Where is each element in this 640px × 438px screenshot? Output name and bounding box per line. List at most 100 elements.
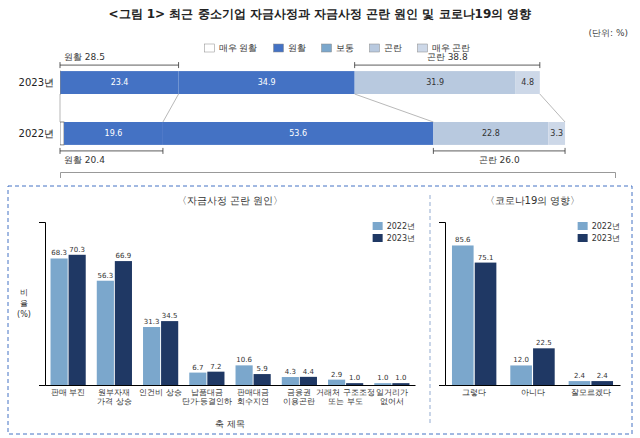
tick: 원부자재가격 상승	[97, 388, 131, 406]
data-label: 66.9	[116, 252, 132, 260]
bar	[328, 380, 345, 385]
legend-label: 2022년	[592, 222, 620, 231]
tick: 잘모르겠다	[571, 388, 611, 397]
x-axis	[61, 173, 616, 179]
legend-item: 매우 원활	[205, 43, 258, 53]
tick-label: 2022년	[19, 128, 54, 139]
tick-label: 납품대금단가·등결인하	[182, 388, 232, 406]
bar-segment	[516, 71, 540, 94]
tick-label: 인건비 상승	[139, 388, 181, 397]
data-labels: 85.612.02.475.122.52.4	[455, 236, 608, 380]
legend-item: 매우 곤란	[418, 43, 471, 53]
data-label: 34.9	[258, 78, 276, 87]
chart-title: <그림 1> 최근 중소기업 자금사정과 자금사정 곤란 원인 및 코로나19의…	[109, 7, 532, 21]
tick-label: 그렇다	[462, 388, 486, 397]
legend-swatch	[274, 44, 284, 52]
x-axis-line	[446, 385, 621, 386]
x-axis-line	[46, 385, 416, 386]
grouped-bar-chart: 68.356.331.36.710.64.32.91.070.366.934.5…	[17, 195, 415, 429]
data-label: 85.6	[455, 236, 471, 244]
section-divider	[430, 195, 431, 425]
bar	[300, 377, 317, 385]
data-label: 19.6	[105, 129, 123, 138]
legend-label: 보통	[336, 43, 354, 53]
data-label: 68.3	[51, 249, 67, 257]
bar	[475, 263, 497, 385]
chart-title: 〈자금사정 곤란 원인〉	[177, 195, 283, 206]
tick-label: 거래처 구조조정또는 부도	[316, 388, 374, 406]
tick-label: 2023년	[19, 77, 54, 88]
data-labels: 68.356.331.36.710.64.32.91.070.366.934.5…	[51, 246, 406, 382]
bar	[51, 258, 68, 385]
legend: 매우 원활원활보통곤란매우 곤란	[205, 43, 471, 53]
chart-title: 〈코로나19의 영향〉	[485, 195, 581, 206]
bracket	[433, 148, 565, 154]
x-axis-line	[61, 173, 616, 179]
bar	[392, 383, 409, 385]
data-label: 22.8	[482, 129, 500, 138]
connector-line	[540, 94, 565, 122]
legend-swatch	[373, 222, 383, 230]
bar-segment	[548, 122, 565, 145]
y-axis-line	[39, 223, 46, 386]
legend-item: 2022년	[373, 222, 415, 231]
x-axis-title: 축 제목	[215, 419, 245, 429]
bar	[591, 381, 613, 385]
bars	[452, 245, 613, 385]
x-axis: 판매 부진원부자재가격 상승인건비 상승납품대금단가·등결인하판매대금회수지연금…	[46, 386, 416, 406]
data-label: 2.4	[597, 372, 609, 380]
connector-line	[355, 94, 434, 122]
legend-swatch	[418, 44, 428, 52]
bar-segment	[163, 122, 433, 145]
tick: 판매대금회수지연	[237, 388, 269, 406]
legend-label: 매우 원활	[219, 43, 258, 53]
legend-item: 2022년	[578, 222, 620, 231]
bar	[374, 383, 391, 385]
data-label: 1.0	[395, 374, 406, 382]
tick-label: 잘모르겠다	[571, 388, 611, 397]
legend-swatch	[370, 44, 380, 52]
bar	[346, 383, 363, 385]
legend-swatch	[322, 44, 332, 52]
legend-swatch	[578, 222, 588, 230]
data-label: 56.3	[98, 272, 114, 280]
y-axis	[439, 223, 446, 386]
data-label: 31.3	[144, 318, 160, 326]
legend-swatch	[578, 234, 588, 242]
data-label: 70.3	[69, 246, 85, 254]
section-frame	[8, 186, 632, 434]
tick: 아니다	[521, 388, 545, 397]
tick-label: 원부자재가격 상승	[97, 388, 131, 406]
tick-label: 판매 부진	[51, 388, 85, 397]
bracket	[60, 148, 163, 154]
legend-swatch	[373, 234, 383, 242]
legend-label: 2023년	[387, 234, 415, 243]
data-label: 6.7	[192, 364, 203, 372]
data-label: 2.9	[331, 371, 342, 379]
bar-segment	[179, 71, 355, 94]
y-axis-line	[439, 223, 446, 386]
tick: 2022년	[19, 128, 54, 139]
legend-item: 2023년	[373, 234, 415, 243]
bracket	[60, 62, 179, 68]
bar-segment	[64, 122, 163, 145]
legend-label: 2022년	[387, 222, 415, 231]
data-label: 23.4	[111, 78, 129, 87]
tick: 2023년	[19, 77, 54, 88]
bar	[282, 377, 299, 385]
bar	[143, 327, 160, 385]
bar	[452, 245, 474, 385]
legend-item: 보통	[322, 43, 354, 53]
legend-item: 2023년	[578, 234, 620, 243]
y-axis	[39, 223, 46, 386]
bar	[569, 381, 591, 385]
bracket	[355, 62, 540, 68]
bar-segment	[433, 122, 548, 145]
tick: 그렇다	[462, 388, 486, 397]
tick-label: 판매대금회수지연	[237, 388, 269, 406]
bars	[51, 255, 410, 385]
tick: 납품대금단가·등결인하	[182, 388, 232, 406]
data-label: 75.1	[478, 254, 494, 262]
y-axis: 2023년 2022년	[19, 77, 54, 139]
data-label: 12.0	[513, 356, 529, 364]
